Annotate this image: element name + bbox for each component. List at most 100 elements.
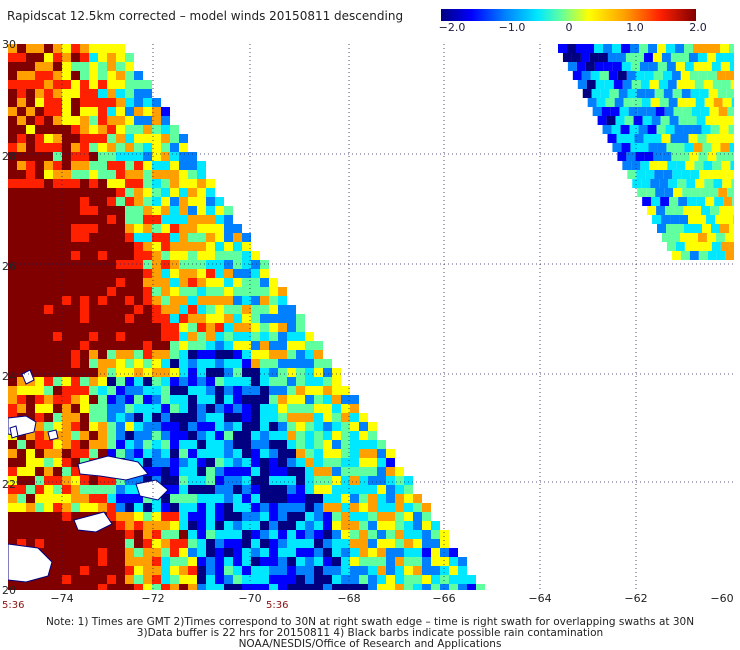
wind-cell: [305, 584, 314, 590]
wind-cell: [314, 530, 323, 539]
wind-cell: [143, 233, 152, 242]
wind-cell: [143, 125, 152, 134]
wind-cell: [107, 503, 116, 512]
wind-cell: [179, 170, 188, 179]
wind-cell: [377, 476, 386, 485]
wind-cell: [116, 332, 125, 341]
wind-cell: [368, 494, 377, 503]
wind-cell: [35, 287, 44, 296]
wind-cell: [89, 485, 98, 494]
wind-cell: [35, 539, 44, 548]
wind-cell: [682, 107, 692, 116]
wind-cell: [53, 440, 62, 449]
wind-cell: [152, 521, 161, 530]
wind-cell: [269, 368, 278, 377]
wind-cell: [134, 503, 143, 512]
wind-cell: [26, 260, 35, 269]
wind-cell: [143, 197, 152, 206]
wind-cell: [170, 584, 179, 590]
wind-cell: [179, 548, 188, 557]
wind-cell: [44, 215, 53, 224]
wind-cell: [688, 53, 698, 62]
wind-cell: [386, 494, 395, 503]
wind-cell: [116, 278, 125, 287]
wind-cell: [125, 359, 134, 368]
wind-cell: [53, 233, 62, 242]
wind-cell: [586, 80, 596, 89]
wind-cell: [98, 422, 107, 431]
wind-cell: [341, 395, 350, 404]
wind-cell: [143, 80, 152, 89]
wind-cell: [260, 305, 269, 314]
wind-cell: [679, 215, 689, 224]
wind-cell: [71, 71, 80, 80]
wind-cell: [269, 323, 278, 332]
wind-cell: [161, 323, 170, 332]
wind-cell: [44, 584, 53, 590]
wind-cell: [62, 377, 71, 386]
wind-cell: [143, 269, 152, 278]
wind-cell: [260, 413, 269, 422]
wind-cell: [35, 251, 44, 260]
wind-cell: [188, 206, 197, 215]
wind-cell: [188, 485, 197, 494]
wind-cell: [332, 548, 341, 557]
wind-cell: [35, 512, 44, 521]
wind-cell: [134, 521, 143, 530]
puerto-rico-coast: [73, 511, 113, 533]
wind-cell: [251, 395, 260, 404]
bahamas-coast-1: [21, 369, 35, 385]
wind-cell: [107, 386, 116, 395]
wind-cell: [17, 287, 26, 296]
wind-cell: [305, 395, 314, 404]
wind-cell: [332, 395, 341, 404]
wind-cell: [386, 485, 395, 494]
wind-cell: [179, 503, 188, 512]
wind-cell: [143, 215, 152, 224]
wind-cell: [206, 296, 215, 305]
wind-cell: [161, 440, 170, 449]
wind-cell: [404, 548, 413, 557]
wind-cell: [188, 521, 197, 530]
wind-cell: [386, 476, 395, 485]
wind-cell: [98, 503, 107, 512]
wind-cell: [179, 386, 188, 395]
wind-cell: [359, 485, 368, 494]
wind-cell: [269, 440, 278, 449]
wind-cell: [35, 233, 44, 242]
wind-cell: [116, 377, 125, 386]
wind-cell: [422, 575, 431, 584]
wind-cell: [98, 188, 107, 197]
wind-cell: [89, 413, 98, 422]
wind-cell: [697, 53, 707, 62]
wind-cell: [287, 548, 296, 557]
wind-cell: [395, 485, 404, 494]
wind-cell: [233, 440, 242, 449]
wind-cell: [687, 197, 697, 206]
wind-cell: [707, 152, 717, 161]
wind-cell: [413, 566, 422, 575]
wind-cell: [143, 584, 152, 590]
wind-cell: [134, 449, 143, 458]
wind-cell: [377, 503, 386, 512]
wind-cell: [242, 521, 251, 530]
wind-cell: [53, 206, 62, 215]
wind-cell: [242, 503, 251, 512]
wind-cell: [125, 134, 134, 143]
wind-cell: [305, 521, 314, 530]
wind-cell: [332, 512, 341, 521]
wind-cell: [26, 242, 35, 251]
wind-cell: [386, 548, 395, 557]
wind-cell: [700, 107, 710, 116]
wind-cell: [670, 215, 680, 224]
wind-cell: [80, 278, 89, 287]
wind-cell: [80, 584, 89, 590]
wind-cell: [44, 269, 53, 278]
wind-cell: [80, 359, 89, 368]
wind-cell: [116, 323, 125, 332]
wind-cell: [44, 170, 53, 179]
wind-cell: [80, 503, 89, 512]
wind-cell: [260, 431, 269, 440]
wind-cell: [714, 116, 724, 125]
wind-cell: [601, 107, 611, 116]
